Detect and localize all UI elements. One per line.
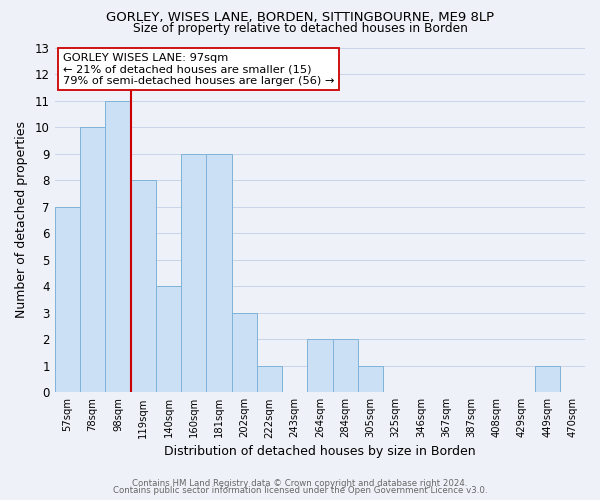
Text: GORLEY, WISES LANE, BORDEN, SITTINGBOURNE, ME9 8LP: GORLEY, WISES LANE, BORDEN, SITTINGBOURN… [106,11,494,24]
Bar [131,180,156,392]
Bar [232,312,257,392]
Bar [156,286,181,393]
Text: GORLEY WISES LANE: 97sqm
← 21% of detached houses are smaller (15)
79% of semi-d: GORLEY WISES LANE: 97sqm ← 21% of detach… [63,52,334,86]
Bar [307,340,332,392]
Y-axis label: Number of detached properties: Number of detached properties [15,122,28,318]
Bar [535,366,560,392]
Bar [332,340,358,392]
X-axis label: Distribution of detached houses by size in Borden: Distribution of detached houses by size … [164,444,476,458]
Bar [106,100,131,393]
Bar [55,206,80,392]
Bar [206,154,232,392]
Bar [257,366,282,392]
Text: Size of property relative to detached houses in Borden: Size of property relative to detached ho… [133,22,467,35]
Bar [80,127,106,392]
Bar [181,154,206,392]
Bar [358,366,383,392]
Text: Contains HM Land Registry data © Crown copyright and database right 2024.: Contains HM Land Registry data © Crown c… [132,478,468,488]
Text: Contains public sector information licensed under the Open Government Licence v3: Contains public sector information licen… [113,486,487,495]
